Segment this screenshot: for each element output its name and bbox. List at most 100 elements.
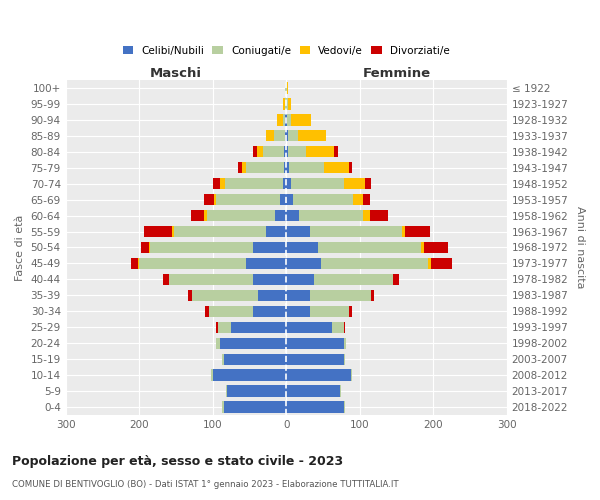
Bar — [344, 338, 346, 349]
Bar — [258, 290, 286, 301]
Bar — [207, 210, 275, 222]
Bar — [344, 354, 345, 365]
Bar — [286, 242, 318, 253]
Bar — [211, 370, 212, 381]
Bar — [344, 322, 345, 333]
Bar — [275, 210, 286, 222]
Bar — [218, 322, 231, 333]
Bar — [204, 210, 207, 222]
Bar — [172, 226, 174, 237]
Bar — [403, 226, 405, 237]
Text: Femmine: Femmine — [362, 67, 431, 80]
Bar — [224, 402, 286, 413]
Bar — [284, 146, 286, 158]
Bar — [149, 242, 150, 253]
Bar — [286, 114, 287, 126]
Bar — [314, 274, 393, 285]
Bar — [290, 114, 311, 126]
Bar — [209, 306, 253, 317]
Bar — [349, 306, 352, 317]
Bar — [344, 402, 345, 413]
Bar — [286, 402, 344, 413]
Bar — [310, 306, 349, 317]
Bar — [222, 354, 224, 365]
Bar — [131, 258, 138, 269]
Bar — [286, 386, 340, 397]
Bar — [212, 370, 286, 381]
Bar — [365, 178, 371, 190]
Legend: Celibi/Nubili, Coniugati/e, Vedovi/e, Divorziati/e: Celibi/Nubili, Coniugati/e, Vedovi/e, Di… — [118, 42, 454, 60]
Bar — [340, 386, 341, 397]
Bar — [286, 98, 287, 110]
Bar — [283, 178, 286, 190]
Bar — [286, 130, 287, 141]
Bar — [283, 98, 285, 110]
Bar — [292, 178, 344, 190]
Bar — [253, 274, 286, 285]
Bar — [226, 386, 227, 397]
Bar — [139, 258, 246, 269]
Bar — [286, 354, 344, 365]
Bar — [214, 194, 215, 205]
Bar — [238, 162, 242, 173]
Bar — [138, 258, 139, 269]
Bar — [364, 194, 370, 205]
Bar — [287, 98, 292, 110]
Bar — [246, 258, 286, 269]
Bar — [293, 194, 353, 205]
Bar — [140, 242, 149, 253]
Bar — [285, 98, 286, 110]
Bar — [289, 162, 325, 173]
Bar — [353, 194, 364, 205]
Bar — [428, 258, 431, 269]
Bar — [318, 242, 421, 253]
Bar — [253, 146, 257, 158]
Bar — [263, 146, 284, 158]
Bar — [298, 130, 326, 141]
Bar — [225, 178, 283, 190]
Bar — [393, 274, 400, 285]
Bar — [289, 146, 306, 158]
Bar — [286, 82, 287, 94]
Bar — [286, 370, 351, 381]
Bar — [286, 226, 310, 237]
Bar — [220, 338, 286, 349]
Bar — [424, 242, 448, 253]
Bar — [220, 178, 225, 190]
Bar — [150, 242, 253, 253]
Bar — [322, 258, 428, 269]
Bar — [351, 370, 352, 381]
Bar — [163, 274, 169, 285]
Bar — [286, 290, 310, 301]
Bar — [286, 146, 289, 158]
Bar — [286, 274, 314, 285]
Bar — [421, 242, 424, 253]
Bar — [286, 178, 292, 190]
Bar — [217, 338, 220, 349]
Bar — [274, 130, 285, 141]
Bar — [242, 162, 246, 173]
Bar — [287, 130, 298, 141]
Bar — [349, 162, 352, 173]
Text: Popolazione per età, sesso e stato civile - 2023: Popolazione per età, sesso e stato civil… — [12, 455, 343, 468]
Bar — [253, 242, 286, 253]
Bar — [227, 386, 286, 397]
Bar — [214, 178, 220, 190]
Bar — [371, 290, 374, 301]
Bar — [231, 322, 286, 333]
Bar — [364, 210, 370, 222]
Bar — [257, 146, 263, 158]
Bar — [217, 322, 218, 333]
Bar — [280, 194, 286, 205]
Bar — [431, 258, 452, 269]
Bar — [332, 322, 344, 333]
Bar — [283, 114, 286, 126]
Bar — [310, 226, 403, 237]
Bar — [145, 226, 172, 237]
Bar — [286, 338, 344, 349]
Bar — [266, 130, 274, 141]
Bar — [286, 306, 310, 317]
Bar — [334, 146, 338, 158]
Bar — [266, 226, 286, 237]
Bar — [405, 226, 430, 237]
